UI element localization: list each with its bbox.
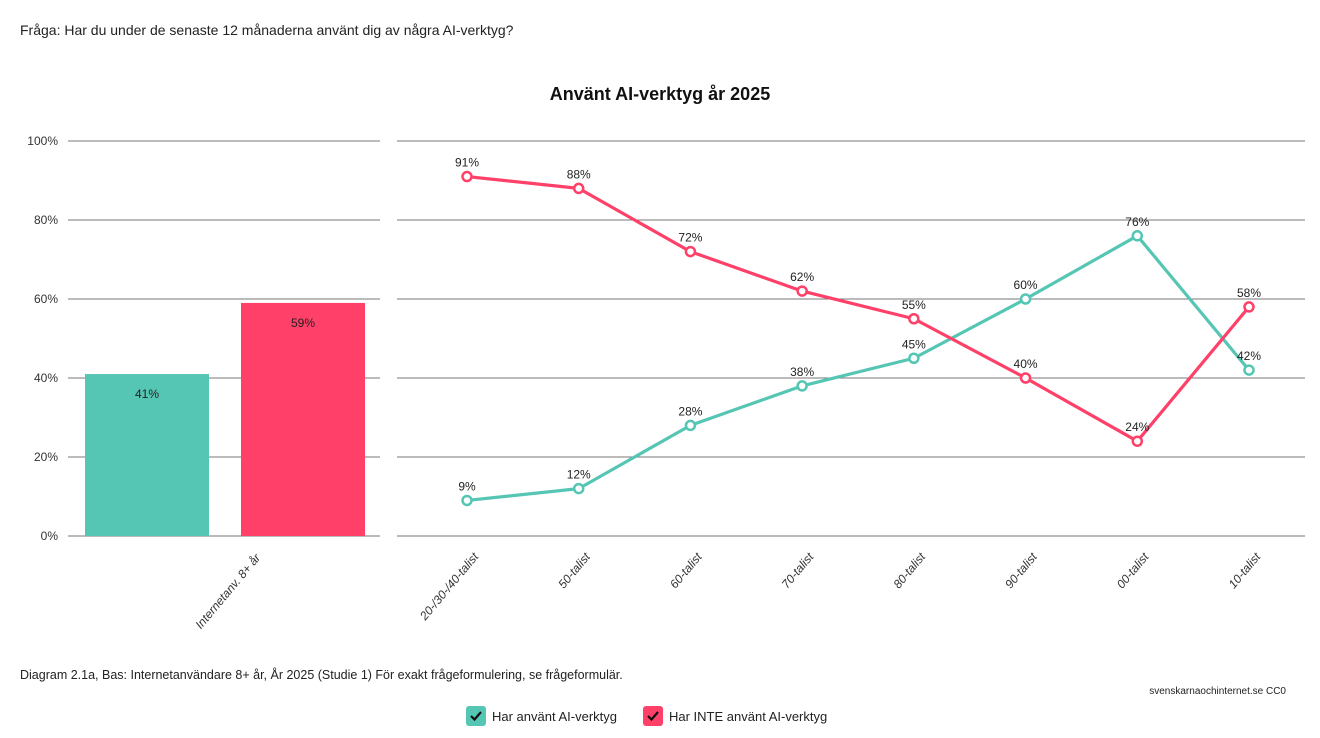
x-tick-label: 00-talist <box>1114 549 1152 591</box>
check-icon <box>466 706 486 726</box>
y-axis-ticks: 0% 20% 40% 60% 80% 100% <box>27 134 58 543</box>
data-label: 28% <box>678 404 702 418</box>
data-label: 62% <box>790 270 814 284</box>
y-tick-label: 20% <box>34 450 58 464</box>
x-tick-label: 20-/30-/40-talist <box>416 549 481 623</box>
x-tick-label: 10-talist <box>1226 549 1264 591</box>
bar-data-label: 59% <box>291 316 315 330</box>
data-label: 12% <box>567 468 591 482</box>
data-label: 9% <box>458 479 476 493</box>
data-point <box>684 245 697 258</box>
data-label: 38% <box>790 365 814 379</box>
data-point <box>461 170 473 183</box>
bar-data-label: 41% <box>135 387 159 401</box>
data-point <box>796 285 808 297</box>
data-point <box>908 352 920 364</box>
legend-item-used[interactable]: Har använt AI-verktyg <box>466 706 617 726</box>
data-label: 72% <box>678 231 702 245</box>
x-axis-labels: Internetanv. 8+ år 20-/30-/40-talist 50-ta… <box>192 549 1263 631</box>
y-tick-label: 60% <box>34 292 58 306</box>
chart-title: Använt AI-verktyg år 2025 <box>549 84 771 104</box>
data-point <box>1019 293 1032 305</box>
check-icon <box>643 706 663 726</box>
footnote: Diagram 2.1a, Bas: Internetanvändare 8+ … <box>20 668 623 682</box>
data-point <box>572 482 585 495</box>
y-tick-label: 0% <box>41 529 59 543</box>
x-tick-label: 70-talist <box>779 549 817 591</box>
legend-item-not-used[interactable]: Har INTE använt AI-verktyg <box>643 706 827 726</box>
x-tick-label: Internetanv. 8+ år <box>192 550 263 631</box>
bar <box>241 302 365 536</box>
bar <box>85 374 209 536</box>
data-label: 88% <box>567 167 591 181</box>
legend-label: Har använt AI-verktyg <box>492 708 617 724</box>
data-label: 42% <box>1237 349 1261 363</box>
data-label: 76% <box>1125 215 1149 229</box>
data-point <box>1131 230 1144 242</box>
data-point <box>796 380 808 392</box>
series-line <box>466 234 1251 503</box>
legend-label: Har INTE använt AI-verktyg <box>669 708 828 724</box>
line-series: 9% 12% 28% 38% 45% 60% 76% 42% 91% 88% 72% 62% 55% 40… <box>455 156 1261 507</box>
data-label: 40% <box>1014 357 1038 371</box>
data-point <box>908 313 920 325</box>
series-line <box>466 174 1251 443</box>
y-tick-label: 40% <box>34 371 58 385</box>
question-text: Fråga: Har du under de senaste 12 månade… <box>20 22 514 38</box>
data-label: 58% <box>1237 286 1261 300</box>
data-point <box>572 182 585 195</box>
data-point <box>1019 372 1032 384</box>
x-tick-label: 60-talist <box>667 549 705 591</box>
data-label: 45% <box>902 337 926 351</box>
bar-series: 41% 59% <box>85 302 365 536</box>
x-tick-label: 80-talist <box>890 549 928 591</box>
data-label: 60% <box>1014 278 1038 292</box>
x-tick-label: 50-talist <box>555 549 593 591</box>
x-tick-label: 90-talist <box>1002 549 1040 591</box>
data-point <box>1131 435 1144 447</box>
y-tick-label: 80% <box>34 213 58 227</box>
data-label: 91% <box>455 156 479 170</box>
legend: Har använt AI-verktyg Har INTE använt AI… <box>466 706 827 726</box>
data-label: 55% <box>902 298 926 312</box>
y-tick-label: 100% <box>27 134 58 148</box>
source-credit: svenskarnaochinternet.se CC0 <box>1149 686 1286 697</box>
chart-area: 0% 20% 40% 60% 80% 100% 41% 59% 9% 12% 28% 38% 45%… <box>27 134 1305 632</box>
data-point <box>684 419 697 432</box>
data-point <box>1243 301 1255 313</box>
gridlines-right <box>397 140 1305 537</box>
data-label: 24% <box>1125 420 1149 434</box>
data-point <box>461 494 473 507</box>
data-point <box>1243 364 1255 376</box>
